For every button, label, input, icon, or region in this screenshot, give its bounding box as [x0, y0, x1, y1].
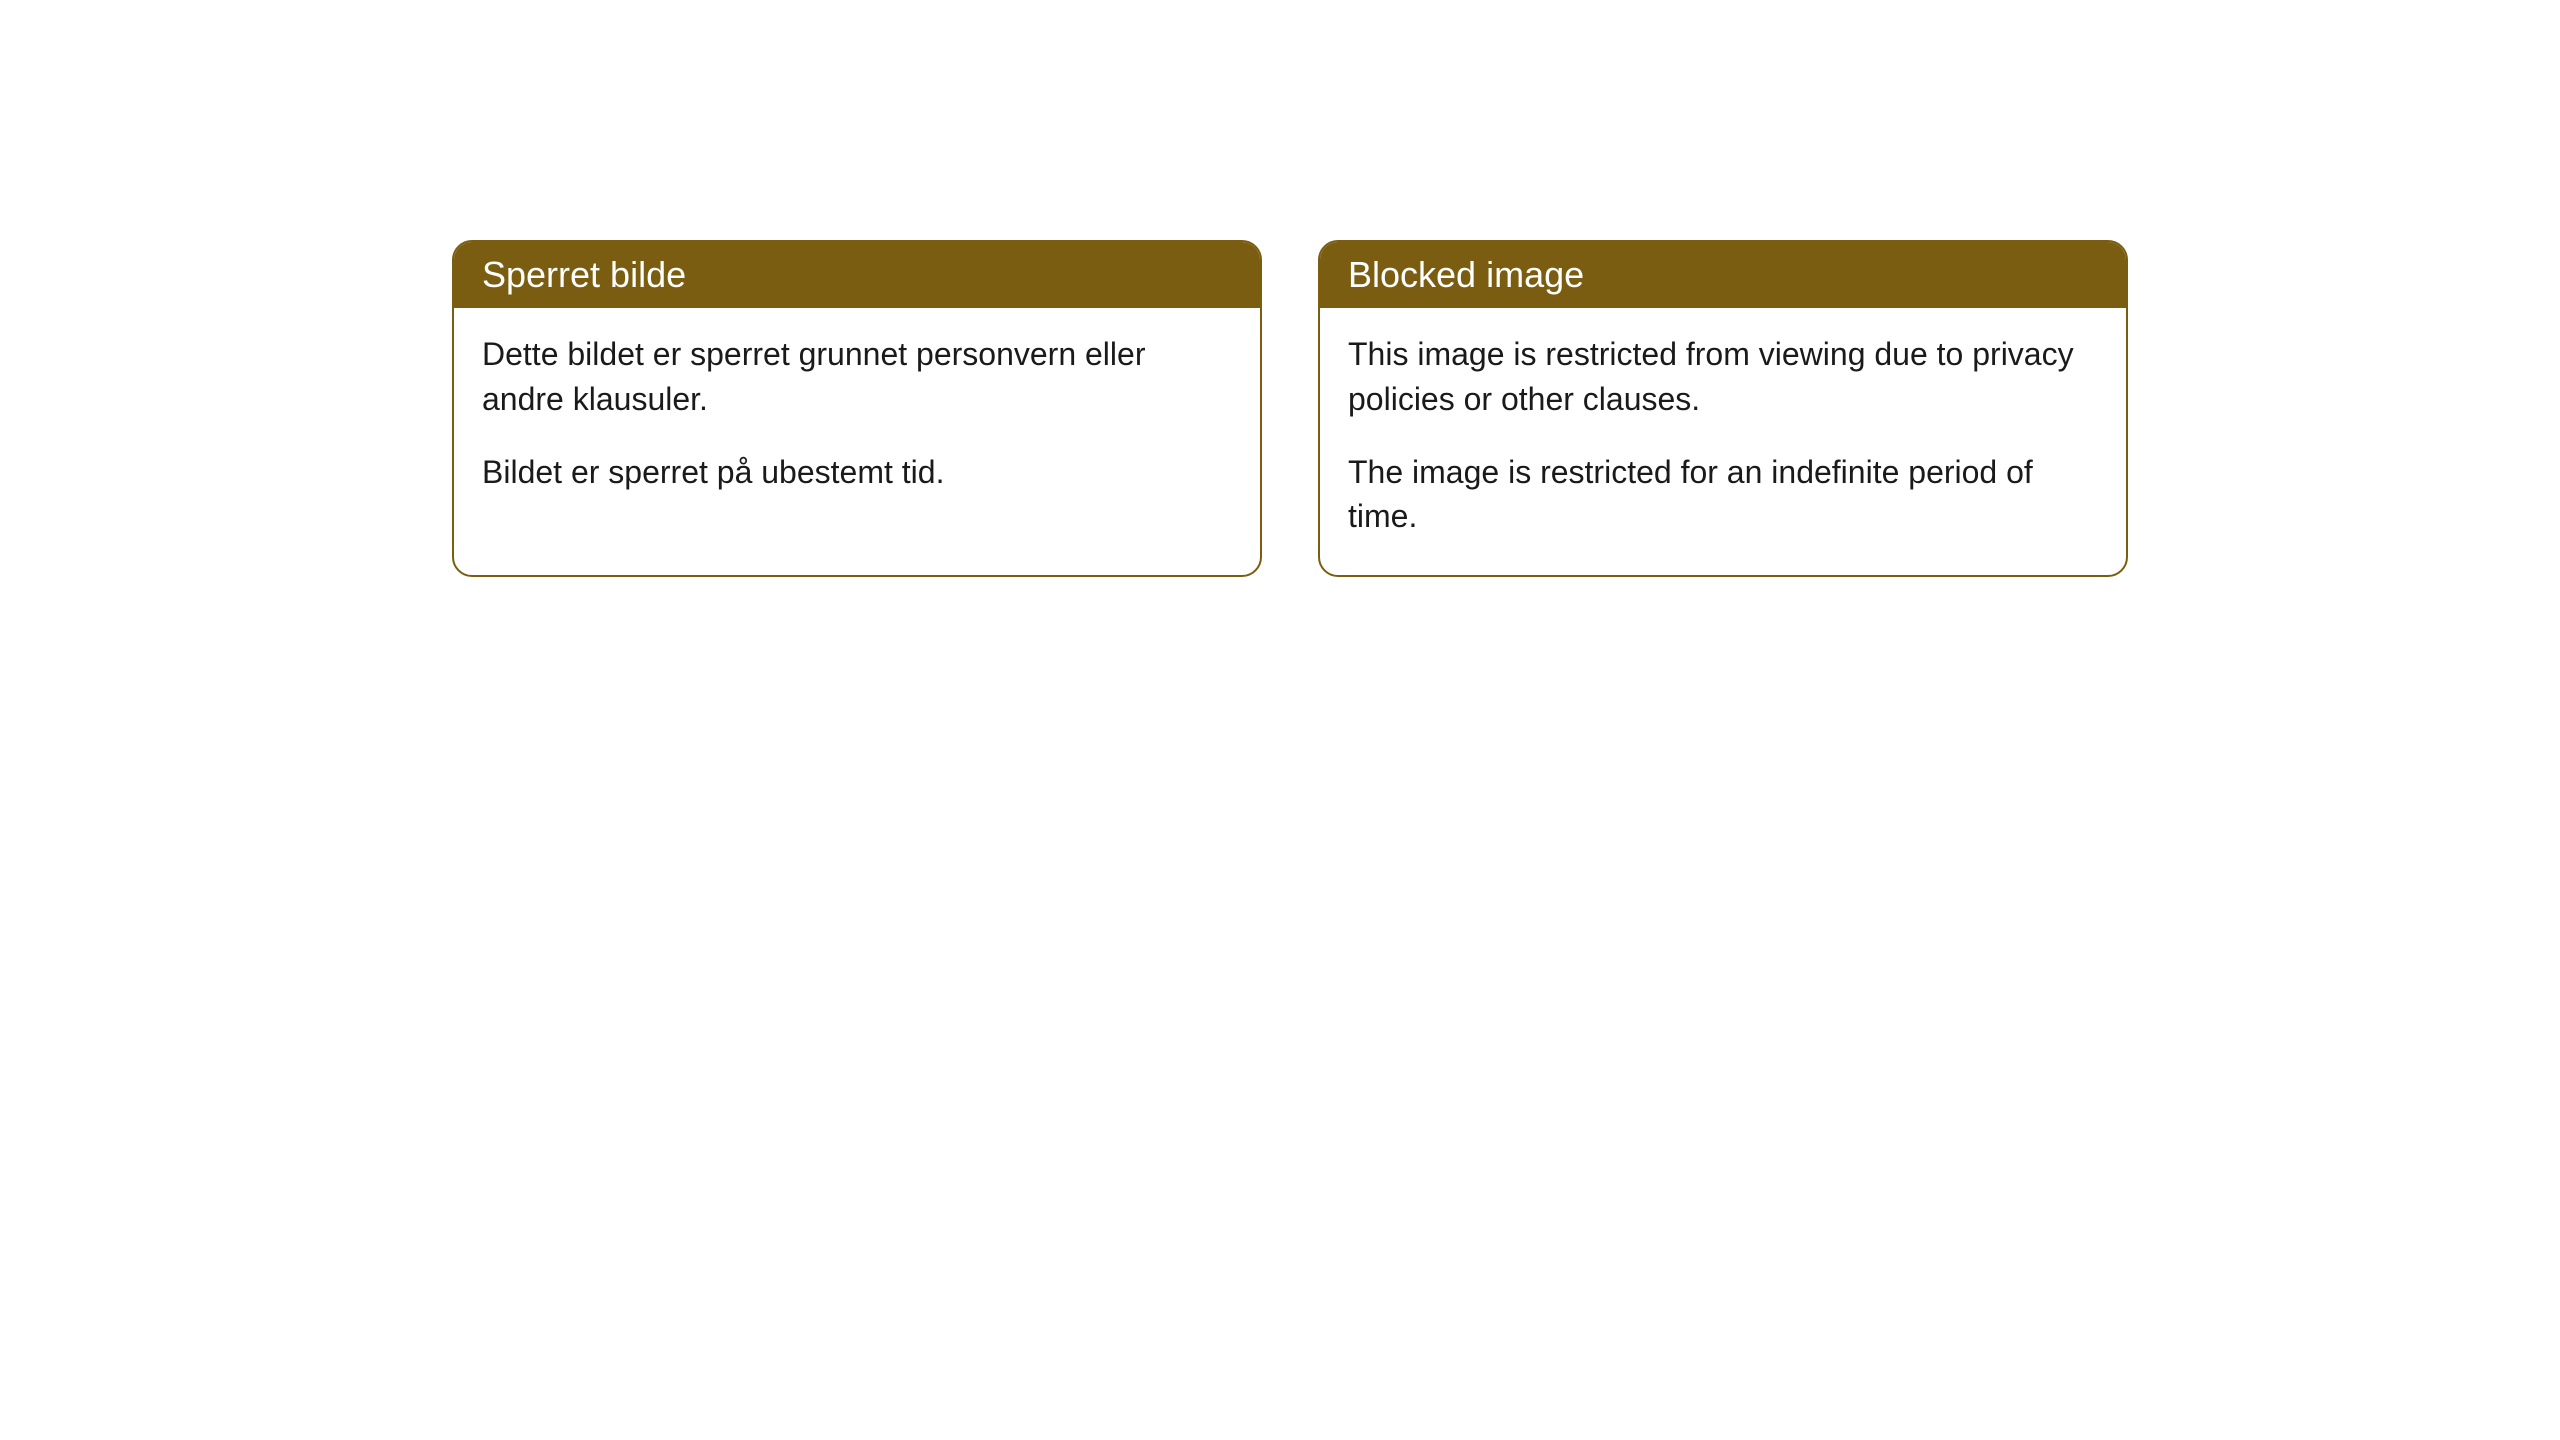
notice-body-norwegian: Dette bildet er sperret grunnet personve…	[454, 308, 1260, 530]
notice-body-english: This image is restricted from viewing du…	[1320, 308, 2126, 575]
notice-container: Sperret bilde Dette bildet er sperret gr…	[0, 0, 2560, 577]
notice-card-norwegian: Sperret bilde Dette bildet er sperret gr…	[452, 240, 1262, 577]
notice-title: Blocked image	[1348, 254, 1584, 295]
notice-paragraph: Dette bildet er sperret grunnet personve…	[482, 332, 1232, 422]
notice-card-english: Blocked image This image is restricted f…	[1318, 240, 2128, 577]
notice-header-norwegian: Sperret bilde	[454, 242, 1260, 308]
notice-title: Sperret bilde	[482, 254, 686, 295]
notice-paragraph: The image is restricted for an indefinit…	[1348, 450, 2098, 540]
notice-header-english: Blocked image	[1320, 242, 2126, 308]
notice-paragraph: This image is restricted from viewing du…	[1348, 332, 2098, 422]
notice-paragraph: Bildet er sperret på ubestemt tid.	[482, 450, 1232, 495]
